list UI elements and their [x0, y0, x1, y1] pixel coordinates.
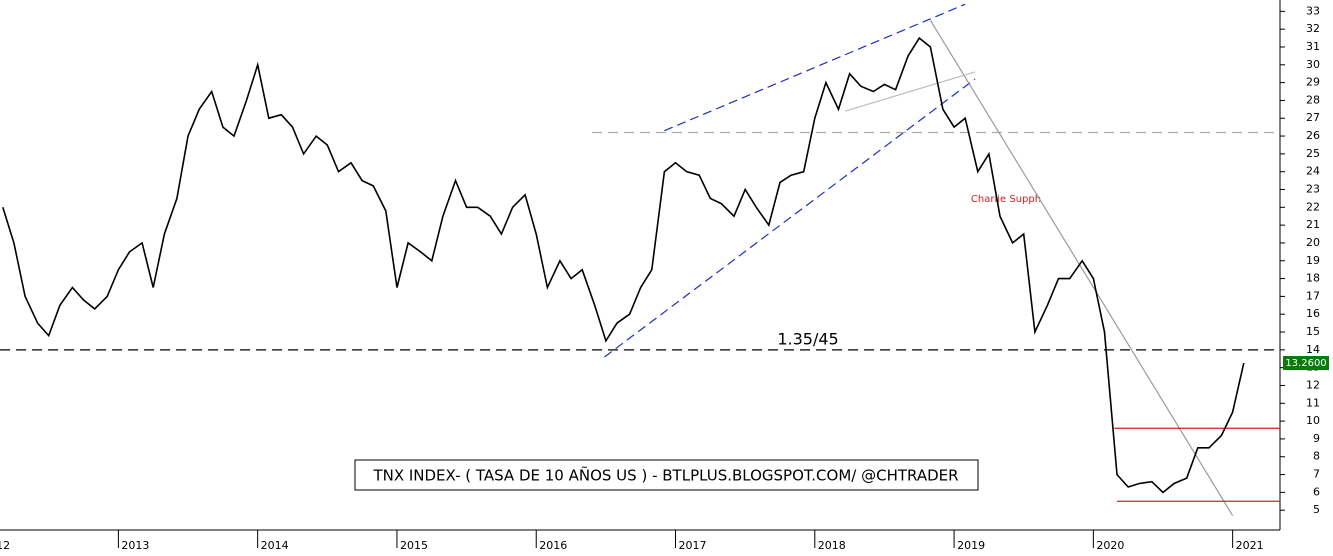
- y-tick-label: 28: [1306, 93, 1320, 106]
- x-tick-label: 2021: [1236, 539, 1264, 552]
- y-tick-label: 24: [1306, 165, 1320, 178]
- y-tick-label: 12: [1306, 378, 1320, 391]
- y-tick-label: 26: [1306, 129, 1320, 142]
- trendline: [845, 71, 976, 112]
- y-tick-label: 5: [1313, 503, 1320, 516]
- y-tick-label: 7: [1313, 468, 1320, 481]
- y-tick-label: 16: [1306, 307, 1320, 320]
- x-tick-label: 2014: [261, 539, 289, 552]
- x-tick-label: 2019: [957, 539, 985, 552]
- y-tick-label: 8: [1313, 450, 1320, 463]
- x-tick-label: 2017: [679, 539, 707, 552]
- y-tick-label: 23: [1306, 183, 1320, 196]
- y-tick-label: 15: [1306, 325, 1320, 338]
- y-tick-label: 19: [1306, 254, 1320, 267]
- y-tick-label: 6: [1313, 485, 1320, 498]
- y-tick-label: 22: [1306, 200, 1320, 213]
- y-tick-label: 20: [1306, 236, 1320, 249]
- trendline: [604, 78, 976, 358]
- last-price-label: 13.2600: [1285, 358, 1326, 369]
- x-tick-label: 2013: [121, 539, 149, 552]
- y-tick-label: 18: [1306, 272, 1320, 285]
- x-tick-label: 2020: [1096, 539, 1124, 552]
- x-tick-label: 2012: [0, 539, 10, 552]
- y-tick-label: 31: [1306, 40, 1320, 53]
- y-tick-label: 17: [1306, 289, 1320, 302]
- y-tick-label: 29: [1306, 76, 1320, 89]
- x-tick-label: 2016: [539, 539, 567, 552]
- price-line: [2, 36, 1245, 494]
- y-tick-label: 10: [1306, 414, 1320, 427]
- x-tick-label: 2015: [400, 539, 428, 552]
- y-tick-label: 25: [1306, 147, 1320, 160]
- y-tick-label: 21: [1306, 218, 1320, 231]
- y-tick-label: 30: [1306, 58, 1320, 71]
- y-tick-label: 27: [1306, 111, 1320, 124]
- y-tick-label: 32: [1306, 22, 1320, 35]
- trendline: [664, 3, 966, 132]
- y-tick-label: 9: [1313, 432, 1320, 445]
- last-price-box: [1283, 356, 1329, 371]
- title-box: [354, 459, 979, 491]
- y-tick-label: 33: [1306, 4, 1320, 17]
- y-tick-label: 14: [1306, 343, 1320, 356]
- y-tick-label: 11: [1306, 396, 1320, 409]
- chart-title: TNX INDEX- ( TASA DE 10 AÑOS US ) - BTLP…: [372, 466, 958, 485]
- trendline: [929, 19, 1234, 516]
- annotation: 1.35/45: [777, 330, 838, 349]
- annotation: Charlie Supph: [971, 194, 1041, 205]
- x-tick-label: 2018: [818, 539, 846, 552]
